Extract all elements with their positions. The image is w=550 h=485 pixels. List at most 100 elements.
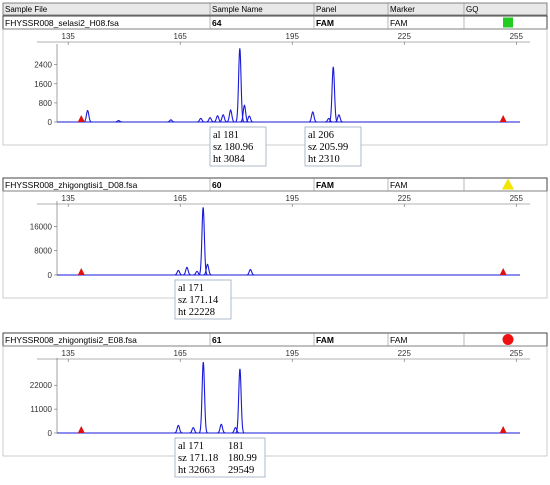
sample-file: FHYSSR008_zhigongtisi1_D08.fsa — [5, 180, 138, 190]
gq-indicator — [502, 334, 514, 345]
y-tick-label: 1600 — [34, 80, 52, 89]
peak — [174, 269, 183, 276]
peak — [324, 117, 334, 123]
callout-label: 181 — [228, 441, 244, 452]
size-marker — [499, 115, 507, 122]
callout-label: ht 32663 — [178, 465, 215, 476]
peak — [205, 117, 215, 123]
column-header — [2, 2, 548, 16]
plot-frame — [2, 28, 548, 146]
column-title: GQ — [466, 5, 478, 14]
peak — [245, 115, 254, 123]
callout-box — [304, 126, 362, 167]
callout-box — [174, 437, 266, 478]
trace — [174, 207, 255, 276]
callout-box — [174, 279, 232, 320]
marker: FAM — [390, 18, 407, 28]
y-tick-label: 11000 — [30, 405, 52, 414]
peak — [328, 66, 338, 123]
plot-frame — [2, 190, 548, 299]
callout-label: sz 171.18 — [178, 453, 218, 464]
sample-name: 64 — [212, 18, 222, 28]
peak — [235, 48, 245, 123]
size-marker — [499, 268, 507, 275]
peak — [218, 114, 228, 123]
peak — [114, 120, 123, 123]
column-title: Sample File — [5, 5, 48, 14]
callout-box — [209, 126, 267, 167]
plot-frame — [2, 345, 548, 457]
marker: FAM — [390, 180, 407, 190]
x-tick-label: 165 — [174, 194, 188, 203]
x-tick-label: 165 — [174, 32, 188, 41]
column-title: Panel — [316, 5, 337, 14]
peak — [182, 266, 192, 276]
gq-indicator — [503, 17, 513, 28]
peak — [203, 263, 212, 276]
panel: FAM — [316, 18, 334, 28]
peak — [83, 109, 92, 123]
peak — [231, 426, 240, 434]
peak — [246, 268, 255, 276]
y-tick-label: 2400 — [34, 61, 52, 70]
size-marker — [77, 426, 85, 433]
callout-label: al 181 — [213, 130, 239, 141]
callout-label: sz 171.14 — [178, 295, 219, 306]
y-tick-label: 22000 — [30, 381, 53, 390]
peak — [217, 423, 226, 434]
callout-label: al 206 — [308, 130, 334, 141]
callout-label: al 171 — [178, 283, 204, 294]
x-tick-label: 255 — [510, 32, 524, 41]
callout-label: 180.99 — [228, 453, 257, 464]
peak — [198, 207, 208, 276]
x-tick-label: 225 — [398, 32, 412, 41]
callout-label: sz 180.96 — [213, 142, 253, 153]
sample-panel: FHYSSR008_zhigongtisi2_E08.fsa 61 FAM FAM 13… — [2, 332, 548, 478]
x-tick-label: 195 — [286, 349, 300, 358]
x-tick-label: 135 — [62, 349, 76, 358]
sample-file: FHYSSR008_selasi2_H08.fsa — [5, 18, 119, 28]
trace — [83, 48, 344, 123]
x-tick-label: 135 — [62, 32, 76, 41]
callout-label: sz 205.99 — [308, 142, 348, 153]
x-tick-label: 225 — [398, 194, 412, 203]
size-marker — [499, 426, 507, 433]
column-title: Marker — [390, 5, 415, 14]
callout-label: ht 3084 — [213, 154, 246, 165]
panel: FAM — [316, 180, 334, 190]
y-tick-label: 16000 — [30, 222, 53, 231]
size-marker — [77, 268, 85, 275]
y-tick-label: 8000 — [34, 247, 52, 256]
x-tick-label: 135 — [62, 194, 76, 203]
marker: FAM — [390, 335, 407, 345]
sample-name: 60 — [212, 180, 222, 190]
sample-panel: FHYSSR008_zhigongtisi1_D08.fsa 60 FAM FAM 13… — [2, 177, 548, 320]
callout-label: ht 2310 — [308, 154, 340, 165]
trace — [174, 362, 245, 434]
peak — [235, 368, 245, 434]
sample-name: 61 — [212, 335, 222, 345]
callout-label: al 171 — [178, 441, 204, 452]
y-tick-label: 0 — [48, 429, 53, 438]
panel: FAM — [316, 335, 334, 345]
sample-panel: FHYSSR008_selasi2_H08.fsa 64 FAM FAM 135 165 1… — [2, 15, 548, 167]
x-tick-label: 225 — [398, 349, 412, 358]
column-title: Sample Name — [212, 5, 263, 14]
x-tick-label: 195 — [286, 194, 300, 203]
y-tick-label: 800 — [39, 99, 53, 108]
peak — [308, 111, 318, 123]
peak — [198, 362, 208, 434]
peak — [226, 109, 235, 123]
sample-file: FHYSSR008_zhigongtisi2_E08.fsa — [5, 335, 137, 345]
y-tick-label: 0 — [48, 118, 53, 127]
peak — [334, 114, 344, 123]
peak — [174, 424, 183, 434]
callout-label: ht 22228 — [178, 307, 215, 318]
x-tick-label: 255 — [510, 194, 524, 203]
gq-indicator — [502, 178, 514, 190]
peak — [189, 426, 198, 434]
peak — [166, 119, 176, 123]
x-tick-label: 255 — [510, 349, 524, 358]
x-tick-label: 195 — [286, 32, 300, 41]
